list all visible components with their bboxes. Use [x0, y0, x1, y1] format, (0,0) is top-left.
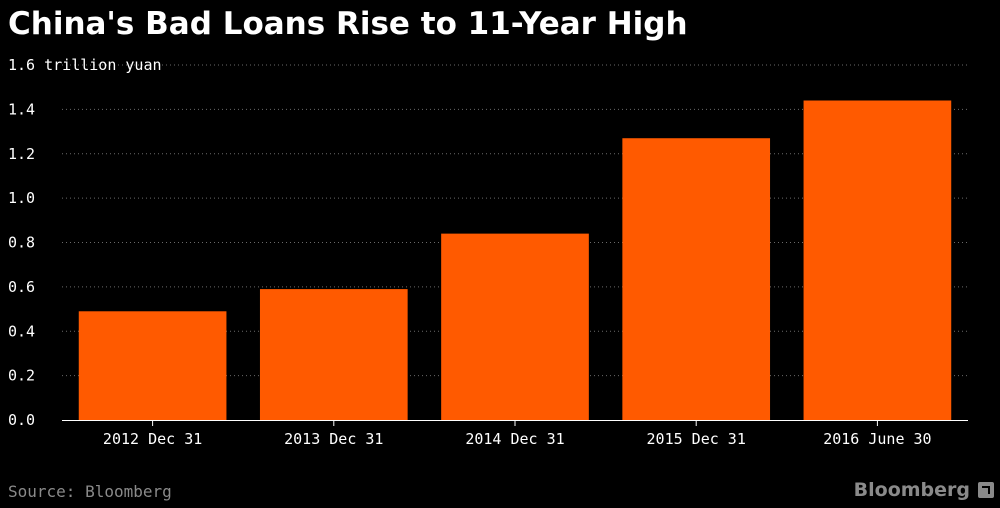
x-tick-label: 2014 Dec 31 [465, 430, 564, 448]
y-tick-label: 1.6 trillion yuan [8, 56, 162, 74]
source-note: Source: Bloomberg [8, 482, 172, 501]
y-tick-label: 1.0 [8, 189, 35, 207]
y-tick-label: 1.2 [8, 145, 35, 163]
bar [803, 100, 952, 420]
y-axis-labels: 0.0 0.2 0.4 0.6 0.8 1.0 1.2 1.4 1.6 trillion yua… [8, 56, 162, 429]
bar [622, 138, 771, 420]
x-tick-label: 2015 Dec 31 [647, 430, 746, 448]
bar [441, 233, 589, 420]
y-tick-label: 0.0 [8, 411, 35, 429]
y-tick-label: 0.2 [8, 367, 35, 385]
bars [78, 100, 952, 420]
bar [259, 289, 408, 420]
x-axis-ticks [152, 420, 878, 426]
brand-logo-text: Bloomberg [853, 479, 970, 501]
bar [78, 311, 227, 420]
y-tick-label: 0.8 [8, 234, 35, 252]
x-tick-label: 2012 Dec 31 [103, 430, 202, 448]
x-axis-labels: 2012 Dec 31 2013 Dec 31 2014 Dec 31 2015 De… [103, 430, 932, 448]
x-tick-label: 2013 Dec 31 [284, 430, 383, 448]
y-tick-label: 0.6 [8, 278, 35, 296]
y-tick-label: 1.4 [8, 100, 35, 118]
x-tick-label: 2016 June 30 [823, 430, 931, 448]
chart-title: China's Bad Loans Rise to 11-Year High [8, 6, 688, 42]
bloomberg-arrow-icon [978, 482, 994, 498]
y-tick-label: 0.4 [8, 322, 35, 340]
